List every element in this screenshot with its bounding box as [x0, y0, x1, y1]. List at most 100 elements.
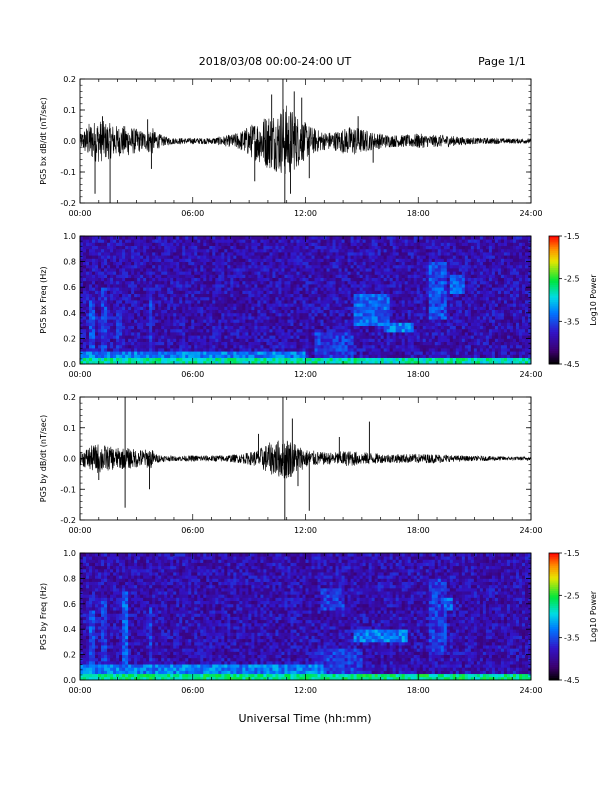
spectrogram-cell: [335, 245, 339, 250]
spectrogram-cell: [158, 258, 162, 262]
spectrogram-cell: [101, 293, 105, 298]
spectrogram-cell: [404, 354, 409, 358]
spectrogram-cell: [263, 322, 267, 326]
spectrogram-cell: [212, 316, 216, 320]
spectrogram-cell: [371, 312, 376, 317]
spectrogram-cell: [263, 312, 267, 317]
spectrogram-cell: [329, 261, 333, 266]
spectrogram-cell: [272, 338, 276, 342]
spectrogram-cell: [170, 236, 174, 240]
spectrogram-cell: [173, 255, 177, 259]
spectrogram-cell: [104, 248, 108, 253]
spectrogram-cell: [386, 242, 391, 246]
spectrogram-cell: [392, 293, 397, 298]
spectrogram-cell: [407, 242, 412, 246]
spectrogram-cell: [362, 357, 367, 362]
spectrogram-cell: [281, 277, 285, 282]
spectrogram-cell: [413, 261, 418, 266]
spectrogram-cell: [413, 316, 418, 320]
spectrogram-cell: [143, 274, 147, 278]
spectrogram-cell: [224, 280, 228, 285]
spectrogram-cell: [134, 264, 138, 269]
spectrogram-cell: [80, 335, 84, 339]
spectrogram-cell: [107, 306, 111, 310]
spectrogram-cell: [287, 312, 291, 317]
spectrogram-cell: [95, 274, 99, 278]
spectrogram-cell: [392, 325, 397, 330]
spectrogram-cell: [368, 264, 373, 269]
spectrogram-cell: [275, 309, 279, 314]
spectrogram-cell: [353, 344, 358, 349]
spectrogram-cell: [326, 357, 330, 362]
spectrogram-cell: [83, 268, 87, 272]
spectrogram-cell: [317, 354, 321, 358]
spectrogram-cell: [131, 354, 135, 358]
spectrogram-cell: [143, 261, 147, 266]
spectrogram-cell: [209, 264, 213, 269]
spectrogram-cell: [335, 280, 339, 285]
spectrogram-cell: [332, 319, 336, 323]
spectrogram-cell: [377, 264, 382, 269]
spectrogram-cell: [140, 319, 144, 323]
spectrogram-cell: [167, 258, 171, 262]
spectrogram-cell: [230, 348, 234, 352]
spectrogram-cell: [80, 328, 84, 333]
spectrogram-cell: [407, 351, 412, 355]
spectrogram-cell: [350, 322, 355, 326]
spectrogram-cell: [173, 236, 177, 240]
spectrogram-cell: [287, 357, 291, 362]
spectrogram-cell: [266, 242, 270, 246]
spectrogram-cell: [275, 287, 279, 291]
spectrogram-cell: [137, 264, 141, 269]
spectrogram-cell: [221, 242, 225, 246]
spectrogram-cell: [428, 306, 433, 310]
spectrogram-cell: [404, 335, 409, 339]
spectrogram-cell: [341, 245, 345, 250]
spectrogram-cell: [209, 271, 213, 275]
spectrogram-cell: [329, 341, 333, 346]
spectrogram-cell: [353, 293, 358, 298]
spectrogram-cell: [98, 312, 102, 317]
spectrogram-cell: [299, 293, 303, 298]
spectrogram-cell: [443, 348, 448, 352]
spectrogram-cell: [380, 290, 385, 294]
spectrogram-cell: [236, 328, 240, 333]
spectrogram-cell: [404, 268, 409, 272]
spectrogram-cell: [329, 245, 333, 250]
spectrogram-cell: [329, 277, 333, 282]
spectrogram-cell: [350, 338, 355, 342]
spectrogram-cell: [182, 252, 186, 256]
spectrogram-cell: [176, 306, 180, 310]
spectrogram-cell: [164, 271, 168, 275]
spectrogram-cell: [128, 261, 132, 266]
spectrogram-cell: [284, 332, 288, 336]
spectrogram-cell: [236, 280, 240, 285]
spectrogram-cell: [89, 338, 93, 342]
spectrogram-cell: [122, 322, 126, 326]
spectrogram-cell: [332, 258, 336, 262]
spectrogram-cell: [230, 239, 234, 243]
spectrogram-cell: [302, 325, 306, 330]
spectrogram-cell: [434, 354, 439, 358]
spectrogram-cell: [146, 341, 150, 346]
spectrogram-cell: [161, 271, 165, 275]
spectrogram-cell: [368, 360, 373, 365]
spectrogram-cell: [233, 335, 237, 339]
spectrogram-cell: [101, 280, 105, 285]
spectrogram-cell: [269, 268, 273, 272]
spectrogram-cell: [308, 296, 312, 301]
spectrogram-cell: [284, 306, 288, 310]
spectrogram-cell: [227, 325, 231, 330]
spectrogram-cell: [377, 360, 382, 365]
spectrogram-cell: [83, 296, 87, 301]
spectrogram-cell: [407, 344, 412, 349]
spectrogram-cell: [407, 293, 412, 298]
spectrogram-cell: [302, 296, 306, 301]
spectrogram-cell: [392, 306, 397, 310]
spectrogram-cell: [233, 274, 237, 278]
spectrogram-cell: [278, 277, 282, 282]
spectrogram-cell: [257, 357, 261, 362]
spectrogram-cell: [395, 274, 400, 278]
spectrogram-cell: [443, 360, 448, 365]
spectrogram-cell: [116, 277, 120, 282]
